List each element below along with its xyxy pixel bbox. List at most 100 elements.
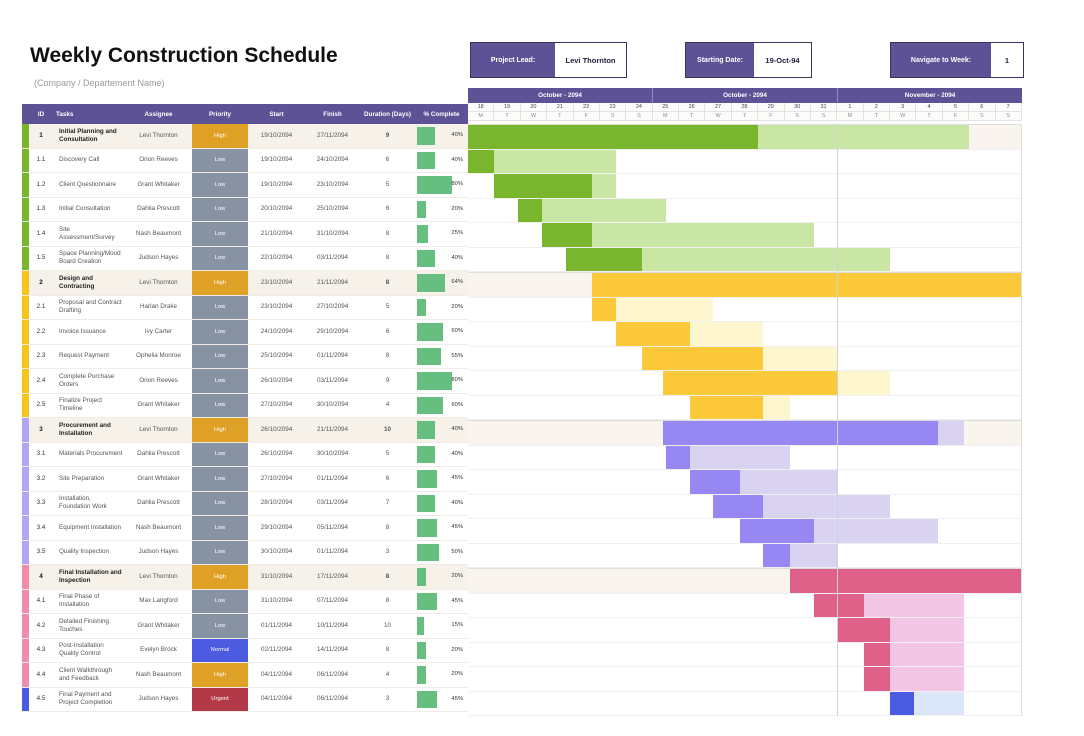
table-row[interactable]: 2.3 Request Payment Ophelia Monroe Low 25/10…	[22, 344, 468, 369]
finish-date-cell[interactable]: 07/11/2094	[316, 597, 349, 605]
task-id-cell[interactable]: 3.2	[36, 474, 46, 482]
start-date-cell[interactable]: 19/10/2094	[260, 180, 293, 188]
assignee-cell[interactable]: Ivy Carter	[144, 327, 173, 335]
duration-cell[interactable]: 6	[385, 327, 390, 335]
task-id-cell[interactable]: 2.5	[36, 401, 46, 409]
start-date-cell[interactable]: 23/10/2094	[260, 278, 293, 286]
priority-cell[interactable]: Low	[192, 516, 248, 540]
start-date-cell[interactable]: 04/11/2094	[260, 670, 293, 678]
assignee-cell[interactable]: Ophelia Monroe	[136, 352, 181, 360]
duration-cell[interactable]: 5	[385, 303, 390, 311]
priority-cell[interactable]: Normal	[192, 638, 248, 662]
task-id-cell[interactable]: 1.5	[36, 254, 46, 262]
finish-date-cell[interactable]: 21/11/2094	[316, 425, 349, 433]
start-date-cell[interactable]: 30/10/2094	[260, 548, 293, 556]
duration-cell[interactable]: 5	[385, 450, 390, 458]
start-date-cell[interactable]: 28/10/2094	[260, 499, 293, 507]
priority-cell[interactable]: Low	[192, 320, 248, 344]
start-date-cell[interactable]: 24/10/2094	[260, 327, 293, 335]
priority-cell[interactable]: Low	[192, 369, 248, 393]
task-name-cell[interactable]: Quality Inspection	[59, 548, 110, 556]
task-name-cell[interactable]: Site Preparation	[59, 474, 105, 482]
finish-date-cell[interactable]: 06/11/2094	[316, 670, 349, 678]
percent-complete-cell[interactable]: 80%	[415, 369, 468, 393]
task-name-cell[interactable]: Procurement and Installation	[59, 421, 111, 437]
duration-cell[interactable]: 8	[385, 278, 390, 286]
start-date-cell[interactable]: 22/10/2094	[260, 254, 293, 262]
table-row[interactable]: 3.4 Equipment Installation Nash Beaumont Lo…	[22, 516, 468, 541]
priority-cell[interactable]: Low	[192, 442, 248, 466]
task-id-cell[interactable]: 2	[39, 278, 43, 286]
duration-cell[interactable]: 8	[385, 597, 390, 605]
table-row[interactable]: 3.1 Materials Procurement Dahlia Prescott L…	[22, 442, 468, 467]
percent-complete-cell[interactable]: 60%	[415, 320, 468, 344]
start-date-cell[interactable]: 04/11/2094	[260, 695, 293, 703]
percent-complete-cell[interactable]: 20%	[415, 663, 468, 687]
percent-complete-cell[interactable]: 40%	[415, 124, 468, 148]
table-row[interactable]: 2.2 Invoice Issuance Ivy Carter Low 24/10/20…	[22, 320, 468, 345]
percent-complete-cell[interactable]: 15%	[415, 614, 468, 638]
assignee-cell[interactable]: Judson Hayes	[138, 548, 179, 556]
task-name-cell[interactable]: Invoice Issuance	[59, 327, 106, 335]
assignee-cell[interactable]: Levi Thornton	[139, 572, 178, 580]
table-row[interactable]: 2.1 Proposal and Contract Drafting Harlan …	[22, 295, 468, 320]
assignee-cell[interactable]: Orion Reeves	[139, 156, 178, 164]
task-name-cell[interactable]: Detailed Finishing Touches	[59, 617, 110, 633]
table-row[interactable]: 4.5 Final Payment and Project Completion J…	[22, 687, 468, 712]
assignee-cell[interactable]: Orion Reeves	[139, 376, 178, 384]
task-id-cell[interactable]: 2.4	[36, 376, 46, 384]
task-name-cell[interactable]: Equipment Installation	[59, 523, 121, 531]
percent-complete-cell[interactable]: 45%	[415, 688, 468, 712]
priority-cell[interactable]: High	[192, 663, 248, 687]
assignee-cell[interactable]: Dahlia Prescott	[137, 499, 180, 507]
task-id-cell[interactable]: 1	[39, 131, 43, 139]
table-row[interactable]: 1.4 Site Assessment/Survey Nash Beaumont Lo…	[22, 222, 468, 247]
assignee-cell[interactable]: Levi Thornton	[139, 425, 178, 433]
task-name-cell[interactable]: Initial Planning and Consultation	[59, 127, 117, 143]
finish-date-cell[interactable]: 01/11/2094	[316, 474, 349, 482]
finish-date-cell[interactable]: 29/10/2094	[316, 327, 349, 335]
percent-complete-cell[interactable]: 45%	[415, 516, 468, 540]
task-id-cell[interactable]: 4.2	[36, 621, 46, 629]
duration-cell[interactable]: 10	[383, 425, 391, 433]
finish-date-cell[interactable]: 14/11/2094	[316, 646, 349, 654]
duration-cell[interactable]: 7	[385, 499, 390, 507]
start-date-cell[interactable]: 19/10/2094	[260, 131, 293, 139]
priority-cell[interactable]: Low	[192, 246, 248, 270]
table-row[interactable]: 4.3 Post-Installation Quality Control Evel…	[22, 638, 468, 663]
assignee-cell[interactable]: Grant Whitaker	[137, 621, 180, 629]
duration-cell[interactable]: 8	[385, 352, 390, 360]
assignee-cell[interactable]: Levi Thornton	[139, 278, 178, 286]
duration-cell[interactable]: 3	[385, 548, 390, 556]
finish-date-cell[interactable]: 23/10/2094	[316, 180, 349, 188]
finish-date-cell[interactable]: 21/11/2094	[316, 278, 349, 286]
table-row[interactable]: 2.5 Finalize Project Timeline Grant Whitak…	[22, 393, 468, 418]
assignee-cell[interactable]: Dahlia Prescott	[137, 205, 180, 213]
priority-cell[interactable]: Low	[192, 540, 248, 564]
task-name-cell[interactable]: Final Phase of Installation	[59, 593, 100, 609]
assignee-cell[interactable]: Dahlia Prescott	[137, 450, 180, 458]
task-name-cell[interactable]: Final Payment and Project Completion	[59, 691, 113, 707]
assignee-cell[interactable]: Judson Hayes	[138, 254, 179, 262]
percent-complete-cell[interactable]: 20%	[415, 639, 468, 663]
task-name-cell[interactable]: Materials Procurement	[59, 450, 123, 458]
percent-complete-cell[interactable]: 20%	[415, 296, 468, 320]
table-row[interactable]: 1.1 Discovery Call Orion Reeves Low 19/10/20…	[22, 148, 468, 173]
priority-cell[interactable]: Low	[192, 467, 248, 491]
finish-date-cell[interactable]: 06/11/2094	[316, 695, 349, 703]
start-date-cell[interactable]: 27/10/2094	[260, 474, 293, 482]
priority-cell[interactable]: Low	[192, 197, 248, 221]
starting-date-value[interactable]: 19-Oct-94	[754, 43, 811, 77]
percent-complete-cell[interactable]: 40%	[415, 149, 468, 173]
start-date-cell[interactable]: 19/10/2094	[260, 156, 293, 164]
assignee-cell[interactable]: Max Langford	[139, 597, 178, 605]
task-id-cell[interactable]: 4.5	[36, 695, 46, 703]
priority-cell[interactable]: Low	[192, 222, 248, 246]
start-date-cell[interactable]: 21/10/2094	[260, 229, 293, 237]
task-name-cell[interactable]: Client Questionnaire	[59, 180, 117, 188]
priority-cell[interactable]: Low	[192, 393, 248, 417]
percent-complete-cell[interactable]: 55%	[415, 345, 468, 369]
duration-cell[interactable]: 4	[385, 670, 390, 678]
task-id-cell[interactable]: 3.3	[36, 499, 46, 507]
task-name-cell[interactable]: Finalize Project Timeline	[59, 397, 103, 413]
